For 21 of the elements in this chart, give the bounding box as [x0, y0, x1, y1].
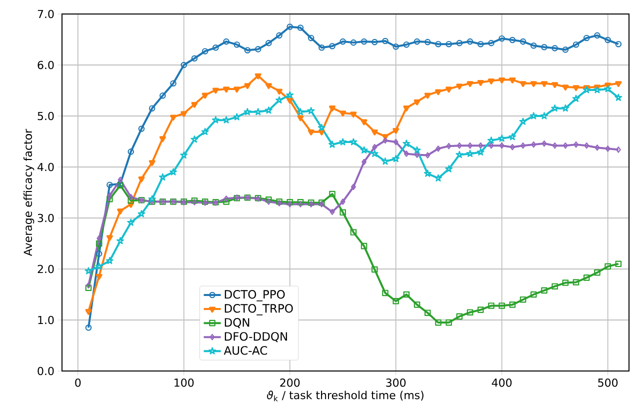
- legend-label: DQN: [224, 318, 250, 328]
- x-tick-label: 200: [280, 378, 300, 387]
- y-tick-label: 3.0: [38, 214, 54, 222]
- legend-label: DCTO_TRPO: [224, 304, 293, 316]
- legend-label: DCTO_PPO: [224, 290, 285, 302]
- y-tick-label: 2.0: [38, 264, 54, 274]
- legend-label: AUC-AC: [224, 346, 268, 355]
- legend-label: DFO-DDQN: [224, 332, 287, 342]
- x-tick-label: 400: [492, 378, 512, 387]
- x-axis-title: ϑ$_{k}$ / task threshold time (ms): [267, 390, 424, 402]
- x-tick-label: 300: [386, 378, 406, 387]
- y-tick-label: 0.0: [38, 366, 54, 376]
- x-tick-label: 0: [75, 378, 81, 387]
- y-tick-label: 7.0: [38, 10, 54, 18]
- y-tick-label: 5.0: [38, 112, 54, 120]
- x-tick-label: 100: [174, 378, 194, 387]
- y-tick-label: 1.0: [38, 316, 54, 324]
- y-axis-title: Average efficacy factor: [24, 128, 34, 256]
- y-tick-label: 6.0: [38, 60, 54, 70]
- x-tick-label: 500: [598, 378, 618, 387]
- y-tick-label: 4.0: [38, 162, 54, 172]
